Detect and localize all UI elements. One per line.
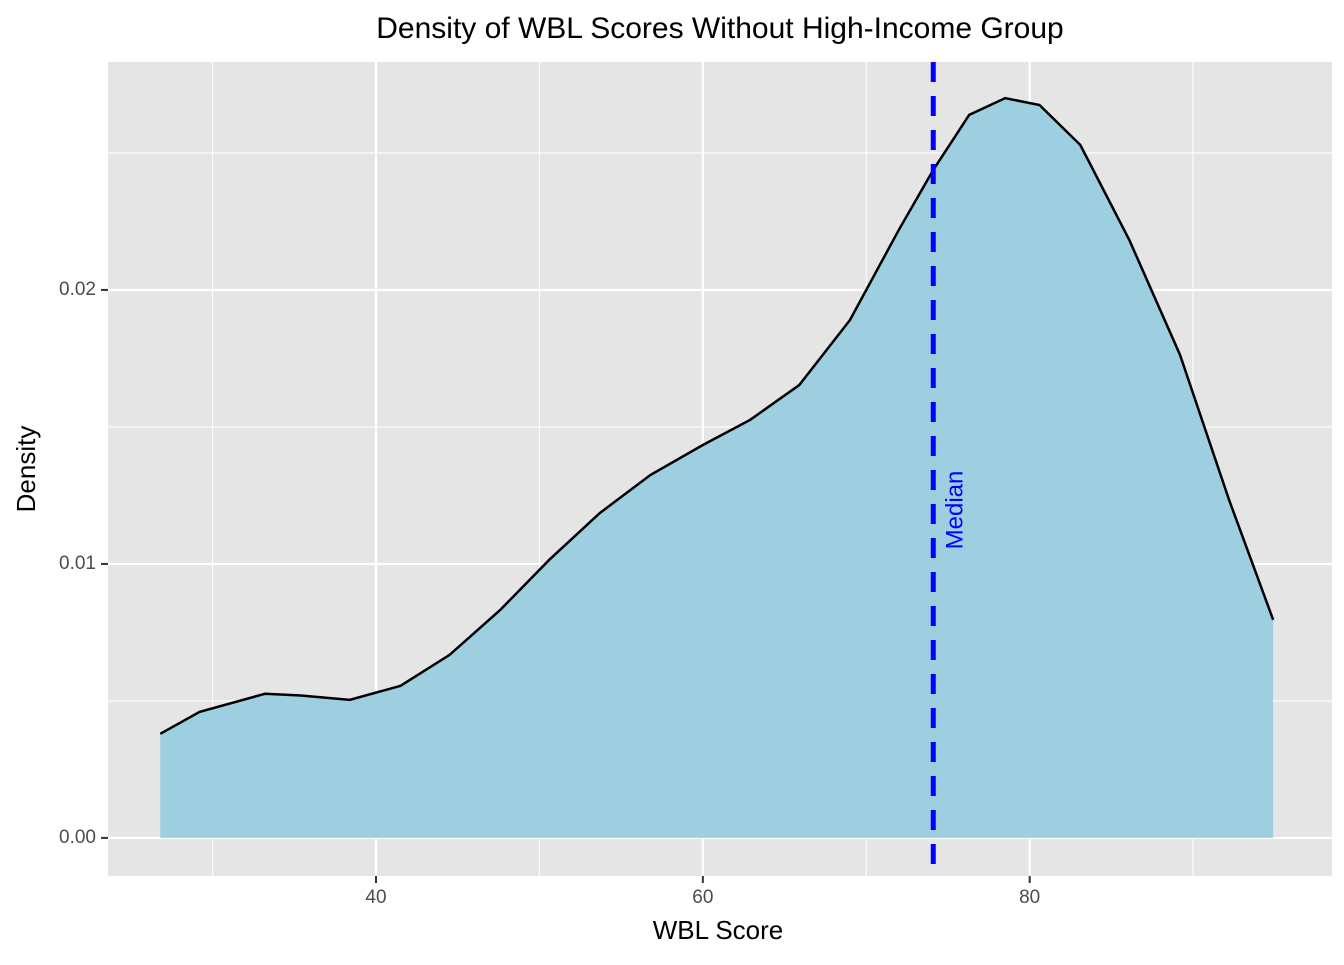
y-axis-title: Density bbox=[11, 426, 41, 513]
x-axis-title: WBL Score bbox=[653, 915, 784, 945]
median-label: Median bbox=[942, 471, 969, 550]
x-tick-label: 40 bbox=[365, 887, 386, 908]
y-tick-label: 0.02 bbox=[59, 279, 96, 300]
y-tick-label: 0.00 bbox=[59, 827, 96, 848]
x-tick-label: 60 bbox=[692, 887, 713, 908]
chart-title: Density of WBL Scores Without High-Incom… bbox=[376, 12, 1063, 45]
density-line bbox=[159, 96, 1275, 735]
y-tick-label: 0.01 bbox=[59, 553, 96, 574]
x-tick-label: 80 bbox=[1019, 887, 1040, 908]
density-area bbox=[160, 98, 1274, 838]
